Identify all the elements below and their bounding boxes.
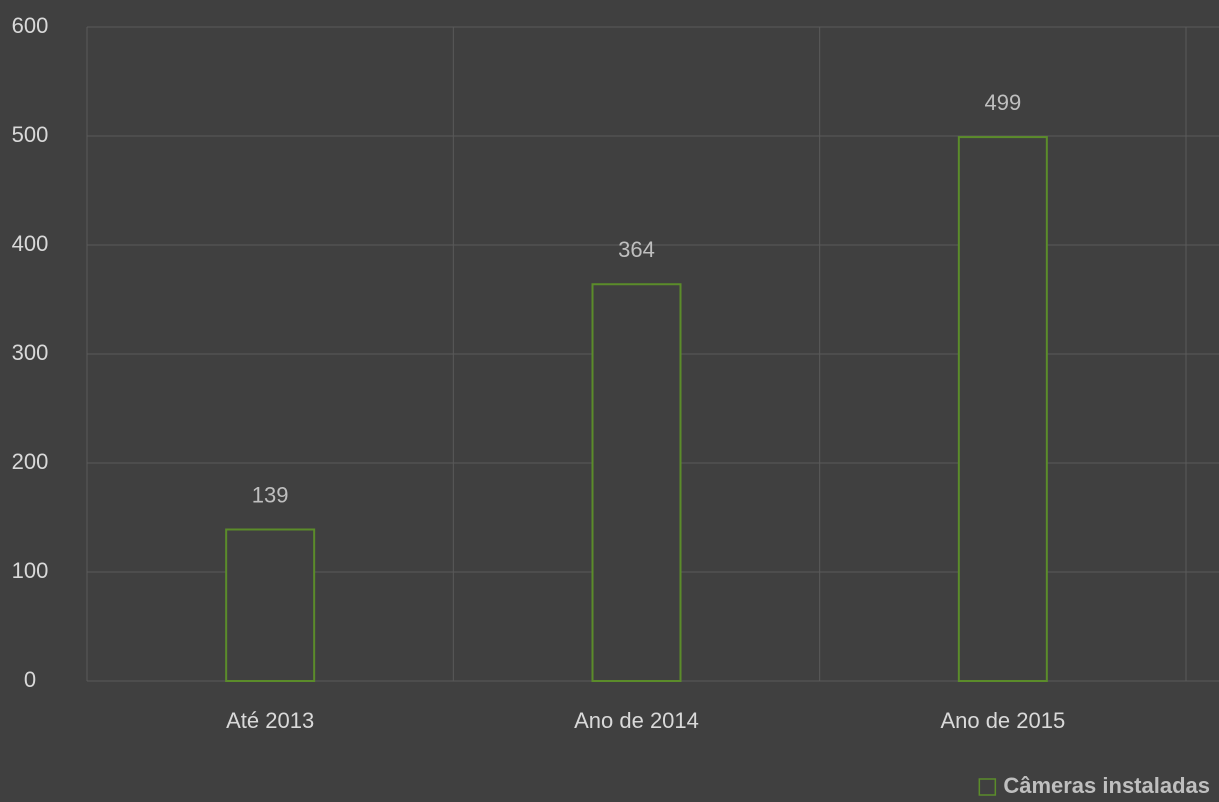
x-tick-label: Até 2013 bbox=[226, 708, 314, 733]
legend-swatch bbox=[978, 778, 997, 796]
bar bbox=[225, 528, 316, 682]
y-tick-label: 600 bbox=[12, 13, 49, 38]
y-tick-label: 0 bbox=[24, 667, 36, 692]
y-tick-label: 200 bbox=[12, 449, 49, 474]
legend-label: Câmeras instaladas bbox=[1003, 773, 1210, 798]
data-label: 499 bbox=[984, 90, 1021, 115]
bar bbox=[591, 283, 682, 682]
x-tick-label: Ano de 2015 bbox=[940, 708, 1065, 733]
x-tick-label: Ano de 2014 bbox=[574, 708, 699, 733]
y-tick-label: 500 bbox=[12, 122, 49, 147]
bar bbox=[957, 136, 1048, 682]
y-tick-label: 400 bbox=[12, 231, 49, 256]
y-tick-label: 300 bbox=[12, 340, 49, 365]
data-label: 139 bbox=[252, 482, 289, 507]
data-label: 364 bbox=[618, 237, 655, 262]
y-tick-label: 100 bbox=[12, 558, 49, 583]
